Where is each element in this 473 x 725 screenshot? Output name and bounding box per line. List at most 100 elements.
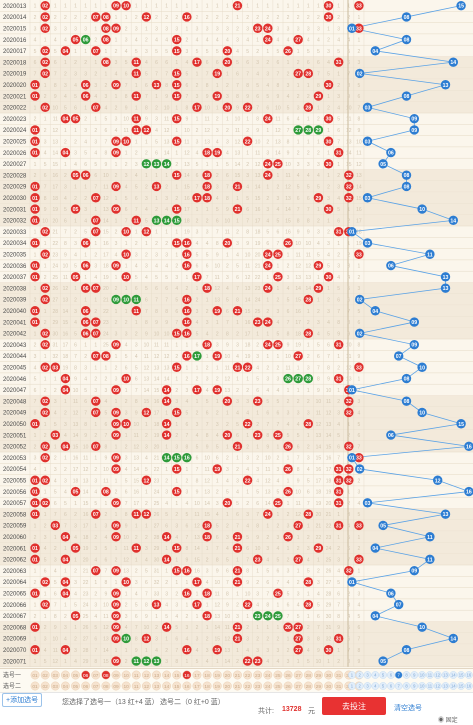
red-number-selector[interactable] [50,670,60,680]
miss-count: 29 [53,320,59,326]
red-number-selector[interactable] [202,681,212,691]
blue-number-selector[interactable] [426,682,434,690]
blue-number-selector[interactable] [441,682,450,690]
blue-number-selector[interactable] [371,682,380,690]
red-number-selector[interactable] [303,681,313,691]
red-number-selector[interactable] [273,670,283,680]
red-number-selector[interactable] [324,670,333,680]
blue-number-selector[interactable] [418,671,426,679]
red-number-selector[interactable] [61,670,70,680]
clear-selection-button[interactable]: 清空选号 [394,705,422,712]
red-number-selector[interactable] [233,670,242,680]
miss-count: 1 [64,399,67,405]
blue-number-selector[interactable] [379,682,387,690]
blue-number-selector[interactable] [379,671,387,679]
blue-number-selector[interactable] [363,671,372,679]
blue-number-selector[interactable] [348,682,356,690]
blue-number-selector[interactable] [449,682,458,690]
blue-number-selector[interactable] [355,671,364,679]
red-number-selector[interactable] [121,681,131,691]
red-number-selector[interactable] [172,670,182,680]
red-number-selector[interactable] [293,681,303,691]
red-number-selector[interactable] [50,681,60,691]
blue-number-selector[interactable] [394,671,403,679]
red-number-selector[interactable] [111,681,121,691]
red-number-selector[interactable] [61,681,70,691]
red-number-selector[interactable] [182,670,192,680]
blue-number-selector[interactable] [433,671,442,679]
red-number-selector[interactable] [30,681,40,691]
red-number-selector[interactable] [192,670,202,680]
red-number-selector[interactable] [71,681,80,691]
red-number-selector[interactable] [81,681,91,691]
red-number-selector[interactable] [314,681,323,691]
red-number-selector[interactable] [334,670,344,680]
red-number-selector[interactable] [152,670,161,680]
red-number-selector[interactable] [334,681,344,691]
blue-number-selector[interactable] [394,682,403,690]
red-number-selector[interactable] [121,670,131,680]
red-number-selector[interactable] [283,670,293,680]
blue-number-selector[interactable] [402,682,411,690]
red-number-selector[interactable] [283,681,293,691]
red-number-selector[interactable] [30,670,40,680]
red-number-selector[interactable] [253,681,263,691]
red-number-selector[interactable] [162,681,172,691]
red-number-selector[interactable] [111,670,121,680]
red-number-selector[interactable] [222,670,232,680]
red-number-selector[interactable] [131,681,141,691]
red-number-selector[interactable] [293,670,303,680]
red-number-selector[interactable] [101,670,111,680]
red-number-selector[interactable] [91,670,101,680]
red-number-selector[interactable] [162,670,172,680]
blue-number-selector[interactable] [457,671,465,679]
red-number-selector[interactable] [172,681,182,691]
red-number-selector[interactable] [91,681,101,691]
blue-number-selector[interactable] [348,671,356,679]
red-number-selector[interactable] [81,670,91,680]
blue-number-selector[interactable] [449,671,458,679]
red-number-selector[interactable] [40,681,50,691]
blue-number-selector[interactable] [371,671,380,679]
red-number-selector[interactable] [243,670,252,680]
red-number-selector[interactable] [101,681,111,691]
red-number-selector[interactable] [314,670,323,680]
red-number-selector[interactable] [40,670,50,680]
blue-number-selector[interactable] [426,671,434,679]
red-number-selector[interactable] [303,670,313,680]
red-number-selector[interactable] [253,670,263,680]
red-number-selector[interactable] [212,681,222,691]
red-number-selector[interactable] [212,670,222,680]
red-number-selector[interactable] [141,670,151,680]
miss-count: 1 [307,139,310,145]
red-number-selector[interactable] [182,681,192,691]
blue-number-selector[interactable] [410,671,419,679]
red-number-selector[interactable] [273,681,283,691]
red-number-selector[interactable] [141,681,151,691]
red-number-selector[interactable] [263,681,273,691]
blue-number-selector[interactable] [457,682,465,690]
fixed-toggle[interactable]: ◉ 固定 [438,718,458,724]
blue-number-selector[interactable] [363,682,372,690]
red-number-selector[interactable] [324,681,333,691]
red-number-selector[interactable] [222,681,232,691]
blue-number-selector[interactable] [355,682,364,690]
blue-number-selector[interactable] [402,671,411,679]
place-bet-button[interactable]: 去投注 [322,697,386,715]
red-number-selector[interactable] [233,681,242,691]
blue-number-selector[interactable] [387,671,395,679]
blue-number-selector[interactable] [441,671,450,679]
red-number-selector[interactable] [202,670,212,680]
red-number-selector[interactable] [71,670,80,680]
red-number-selector[interactable] [263,670,273,680]
blue-number-selector[interactable] [433,682,442,690]
add-selection-button[interactable]: +添加选号 [2,693,43,707]
blue-number-selector[interactable] [410,682,419,690]
red-number-selector[interactable] [192,681,202,691]
miss-count: 3 [44,139,47,145]
red-number-selector[interactable] [243,681,252,691]
red-number-selector[interactable] [152,681,161,691]
red-number-selector[interactable] [131,670,141,680]
blue-number-selector[interactable] [418,682,426,690]
blue-number-selector[interactable] [387,682,395,690]
